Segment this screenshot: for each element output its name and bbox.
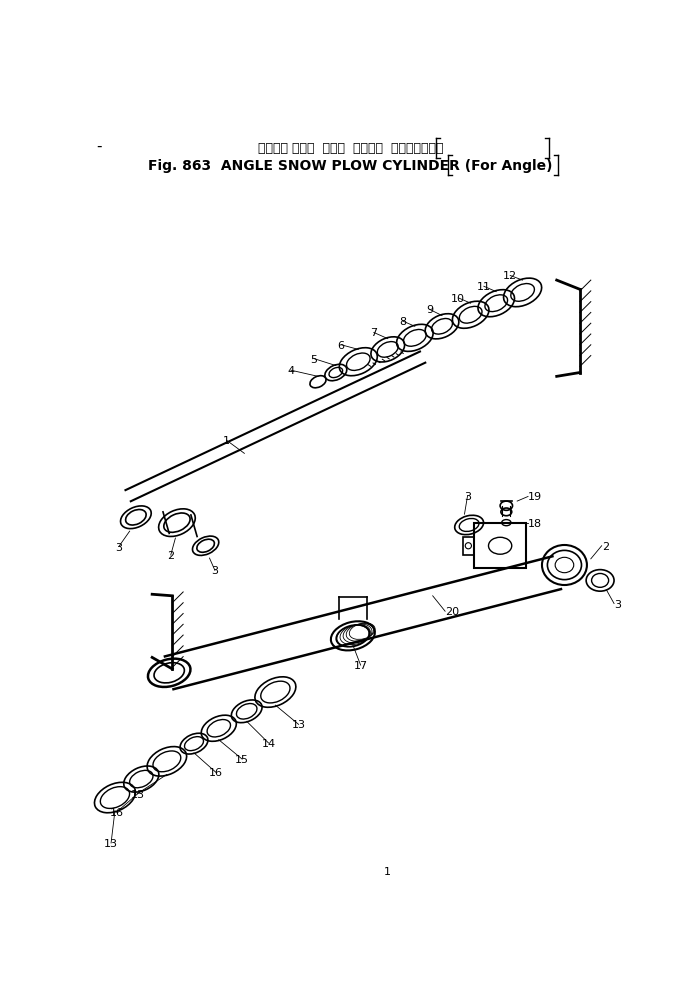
Text: 4: 4: [287, 366, 294, 376]
Text: アングル スノー  プラウ  シリンダ  （アングル用）: アングル スノー プラウ シリンダ （アングル用）: [258, 142, 443, 155]
Text: 13: 13: [104, 838, 118, 848]
Text: 6: 6: [338, 340, 345, 351]
Bar: [463, 537, 474, 556]
Text: 5: 5: [311, 354, 317, 364]
Text: 3: 3: [211, 566, 218, 576]
Text: 2: 2: [602, 541, 609, 552]
Bar: [474, 524, 527, 569]
Text: 1: 1: [384, 867, 391, 877]
Text: 9: 9: [426, 305, 433, 315]
Text: Fig. 863  ANGLE SNOW PLOW CYLINDER (For Angle): Fig. 863 ANGLE SNOW PLOW CYLINDER (For A…: [148, 158, 553, 172]
Text: 2: 2: [167, 551, 174, 561]
Text: 17: 17: [354, 660, 368, 670]
Text: 3: 3: [464, 491, 471, 501]
Text: 3: 3: [116, 542, 122, 552]
Text: 7: 7: [370, 328, 378, 338]
Text: 3: 3: [614, 599, 621, 609]
Text: 1: 1: [223, 435, 230, 446]
Text: 18: 18: [528, 518, 542, 528]
Text: 11: 11: [477, 282, 491, 292]
Text: -: -: [96, 139, 102, 154]
Text: 8: 8: [399, 317, 406, 327]
Text: 16: 16: [209, 767, 223, 777]
Text: 14: 14: [261, 739, 276, 748]
Text: 19: 19: [528, 492, 542, 502]
Text: 16: 16: [109, 807, 124, 817]
Text: 13: 13: [131, 789, 144, 799]
Text: 13: 13: [291, 720, 306, 730]
Text: 15: 15: [235, 754, 249, 764]
Text: 10: 10: [451, 293, 465, 303]
Text: 12: 12: [503, 271, 517, 281]
Text: 20: 20: [445, 606, 459, 616]
